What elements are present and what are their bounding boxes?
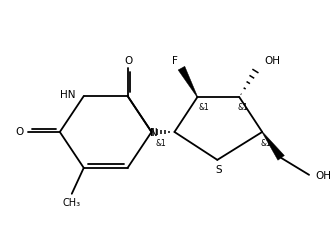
Text: O: O [16,127,24,137]
Text: OH: OH [315,171,331,181]
Text: N: N [150,128,157,138]
Text: O: O [124,56,133,66]
Text: CH₃: CH₃ [63,198,81,208]
Text: HN: HN [60,90,76,100]
Text: F: F [172,56,177,66]
Text: &1: &1 [238,102,249,112]
Text: &1: &1 [155,139,166,149]
Text: OH: OH [264,56,280,66]
Text: &1: &1 [198,102,209,112]
Polygon shape [262,132,285,160]
Polygon shape [178,66,198,97]
Text: &1: &1 [261,139,272,149]
Text: S: S [215,165,222,175]
